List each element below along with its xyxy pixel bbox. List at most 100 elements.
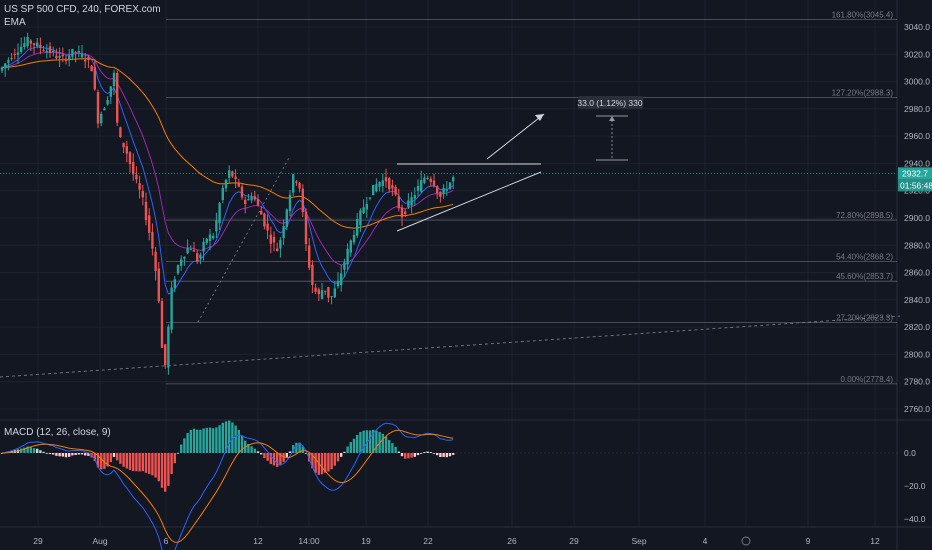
candle-body <box>343 262 346 270</box>
macd-histogram-bar <box>349 442 352 453</box>
candle-body <box>186 248 189 254</box>
macd-signal-line <box>1 429 454 543</box>
macd-histogram-bar <box>336 453 340 462</box>
candle-body <box>375 184 378 192</box>
macd-histogram-bar <box>285 453 288 457</box>
macd-histogram-bar <box>176 452 180 454</box>
candle-body <box>42 50 45 52</box>
candle-body <box>151 231 154 249</box>
candle-body <box>164 344 167 365</box>
candle-body <box>180 259 183 266</box>
ema-indicator-label[interactable]: EMA <box>4 17 26 28</box>
candle-body <box>279 239 282 249</box>
candle-body <box>423 177 426 183</box>
macd-histogram-bar <box>407 453 410 459</box>
macd-histogram-bar <box>218 425 221 453</box>
candle-body <box>285 209 288 228</box>
macd-histogram-bar <box>394 446 397 453</box>
candle-body <box>218 203 221 224</box>
time-axis-tick: 29 <box>33 536 43 546</box>
candle-body <box>154 251 157 271</box>
candle-body <box>135 174 138 180</box>
macd-histogram-bar <box>439 453 442 458</box>
macd-histogram-bar <box>160 453 164 488</box>
macd-histogram-bar <box>125 453 128 469</box>
candle-body <box>144 201 148 221</box>
macd-histogram-bar <box>240 435 244 453</box>
macd-histogram-bar <box>48 453 52 455</box>
fibonacci-retracement[interactable]: 161.80%(3045.4) 127.20%(2988.3) 72.80%(289… <box>166 11 897 385</box>
macd-indicator-label[interactable]: MACD (12, 26, close, 9) <box>4 427 111 438</box>
symbol-title[interactable]: US SP 500 CFD, 240, FOREX.com <box>4 4 161 15</box>
price-axis-tick: 2900.0 <box>904 213 930 223</box>
macd-histogram-bar <box>109 453 112 463</box>
fib-level-label: 54.40%(2868.2) <box>836 252 893 261</box>
candle-body <box>304 211 308 244</box>
drawing-tools[interactable]: 33.0 (1.12%) 330 <box>0 96 901 378</box>
macd-histogram-bar <box>416 453 420 456</box>
time-axis[interactable]: 29 Aug 6 12 14:00 19 22 26 29 Sep 4 9 12 <box>33 536 880 546</box>
macd-histogram-bar <box>308 453 311 462</box>
fib-level-label: 45.60%(2853.7) <box>836 272 893 281</box>
candle-body <box>148 215 151 233</box>
candle-body <box>84 59 87 62</box>
candle-body <box>71 48 74 57</box>
macd-histogram-bar <box>301 446 304 453</box>
candle-body <box>413 195 416 199</box>
candle-body <box>250 196 253 201</box>
ema-lines <box>1 46 454 295</box>
fib-level-label: 161.80%(3045.4) <box>832 11 894 20</box>
macd-histogram-bar <box>400 453 404 457</box>
candle-body <box>263 213 266 227</box>
candle-body <box>106 99 109 105</box>
candle-body <box>45 50 48 53</box>
macd-histogram-bar <box>116 453 119 461</box>
price-axis[interactable]: 3040.03020.03000.02980.02960.02940.02920… <box>898 22 932 414</box>
time-axis-tick: 9 <box>806 536 811 546</box>
candle-body <box>90 65 93 72</box>
candle-body <box>439 191 442 197</box>
candle-body <box>416 185 420 191</box>
macd-histogram-bar <box>61 453 64 457</box>
candle-body <box>420 180 423 192</box>
candle-body <box>442 188 445 195</box>
candle-body <box>282 225 285 239</box>
macd-histogram-bar <box>224 421 228 453</box>
time-axis-tick: 4 <box>703 536 708 546</box>
candle-body <box>74 51 77 53</box>
price-candles <box>0 32 455 375</box>
candle-body <box>80 53 84 58</box>
macd-histogram-bar <box>202 428 205 453</box>
candle-body <box>176 265 180 274</box>
candle-body <box>7 59 10 63</box>
candle-body <box>317 289 320 295</box>
macd-histogram-bar <box>436 453 439 456</box>
macd-line <box>1 422 454 550</box>
macd-histogram-bar <box>77 453 80 455</box>
time-axis-tick: Sep <box>631 536 646 546</box>
macd-histogram-bar <box>333 453 336 466</box>
candle-body <box>231 171 234 177</box>
candle-body <box>212 235 215 239</box>
candle-body <box>100 113 103 124</box>
macd-histogram-bar <box>442 453 445 457</box>
macd-histogram-bar <box>368 430 372 453</box>
macd-histogram-bar <box>327 453 330 472</box>
macd-histogram-bar <box>20 448 23 453</box>
macd-histogram-bar <box>324 453 327 473</box>
candle-body <box>202 241 205 252</box>
candle-body <box>234 176 237 180</box>
macd-histogram-bar <box>340 453 343 457</box>
macd-histogram-bar <box>388 440 391 453</box>
ema-mid-line <box>1 51 454 266</box>
macd-histogram-bar <box>420 453 423 454</box>
replay-icon[interactable] <box>741 536 751 546</box>
current-price-value: 2932.7 <box>902 168 928 178</box>
candle-body <box>208 234 212 242</box>
trendline-dashed-long <box>0 315 901 378</box>
candle-body <box>157 268 160 302</box>
candle-body <box>138 183 141 190</box>
macd-histogram-bar <box>87 453 90 456</box>
